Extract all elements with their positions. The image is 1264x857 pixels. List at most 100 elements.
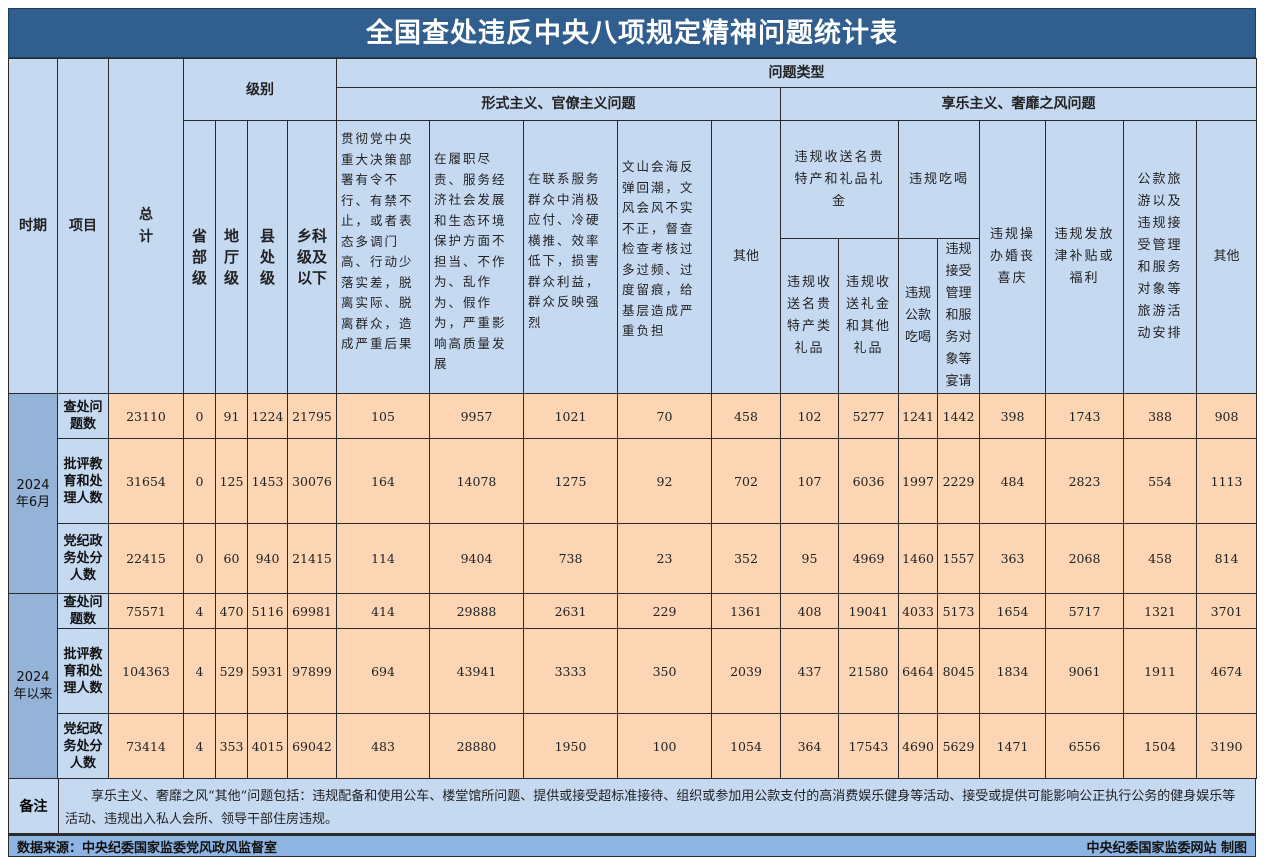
data-cell: 2631	[523, 593, 618, 629]
data-cell: 1021	[523, 393, 618, 439]
data-cell: 9061	[1045, 628, 1124, 714]
data-cell: 102	[780, 393, 839, 439]
data-cell: 1654	[979, 593, 1046, 629]
header-dining-public: 违规公款吃喝	[898, 238, 938, 394]
table-row: 2024年以来 查处问题数 75571 4 470 5116 69981 414 29888 26…	[8, 593, 1258, 779]
data-cell: 19041	[838, 593, 899, 629]
data-cell: 3333	[523, 628, 618, 714]
data-cell: 17543	[838, 713, 899, 779]
data-cell: 702	[711, 438, 781, 524]
data-cell: 104363	[108, 628, 184, 714]
header-gift-specialty: 违规收送名贵特产类礼品	[780, 238, 839, 394]
data-cell: 5277	[838, 393, 899, 439]
data-cell: 4969	[838, 523, 899, 594]
data-cell: 164	[336, 438, 430, 524]
data-cell: 529	[215, 628, 248, 714]
data-cell: 97899	[287, 628, 337, 714]
data-cell: 4	[183, 628, 216, 714]
data-cell: 6036	[838, 438, 899, 524]
header-hedonism-group: 享乐主义、奢靡之风问题	[779, 87, 1258, 121]
header-period: 时期	[8, 58, 58, 394]
data-cell: 1460	[898, 523, 938, 594]
data-cell: 0	[183, 523, 216, 594]
table-row: 批评教育和处理人数 104363 4 529 5931 97899 694 43941 3333…	[9, 628, 1258, 714]
data-cell: 14078	[429, 438, 524, 524]
data-cell: 814	[1195, 523, 1258, 594]
table-row: 批评教育和处理人数 31654 0 125 1453 30076 164 14078 1275 9…	[9, 438, 1258, 524]
data-cell: 9404	[429, 523, 524, 594]
data-cell: 5629	[937, 713, 980, 779]
data-cell: 1997	[898, 438, 938, 524]
data-cell: 69042	[287, 713, 337, 779]
data-cell: 6464	[898, 628, 938, 714]
notes-text: 享乐主义、奢靡之风“其他”问题包括：违规配备和使用公车、楼堂馆所问题、提供或接受…	[65, 789, 1236, 827]
data-cell: 5931	[247, 628, 288, 714]
header-dining-group: 违规吃喝	[898, 120, 980, 239]
data-cell: 105	[336, 393, 430, 439]
notes-label: 备注	[9, 779, 59, 833]
data-cell: 437	[780, 628, 839, 714]
data-cell: 23110	[108, 393, 184, 439]
header-level-prefecture: 地厅级	[215, 120, 248, 394]
data-cell: 28880	[429, 713, 524, 779]
data-cell: 29888	[429, 593, 524, 629]
data-cell: 43941	[429, 628, 524, 714]
data-cell: 100	[617, 713, 712, 779]
data-cell: 9957	[429, 393, 524, 439]
data-cell: 1743	[1045, 393, 1124, 439]
data-cell: 1471	[979, 713, 1046, 779]
data-cell: 458	[711, 393, 781, 439]
data-cell: 114	[336, 523, 430, 594]
data-cell: 1557	[937, 523, 980, 594]
header-formalism-other: 其他	[711, 120, 781, 394]
data-cell: 2229	[937, 438, 980, 524]
data-cell: 5116	[247, 593, 288, 629]
table-title: 全国查处违反中央八项规定精神问题统计表	[8, 8, 1256, 58]
row-item-label: 查处问题数	[57, 393, 109, 439]
header-gift-cash: 违规收送礼金和其他礼品	[838, 238, 899, 394]
data-cell: 363	[979, 523, 1046, 594]
data-cell: 8045	[937, 628, 980, 714]
data-cell: 21415	[287, 523, 337, 594]
data-cell: 353	[215, 713, 248, 779]
header-dining-banquet: 违规接受管理和服务对象等宴请	[937, 238, 980, 394]
header-formalism-col: 在履职尽责、服务经济社会发展和生态环境保护方面不担当、不作为、乱作为、假作为，严…	[429, 120, 524, 394]
data-cell: 554	[1123, 438, 1197, 524]
data-cell: 5717	[1045, 593, 1124, 629]
header-hedonism-other: 其他	[1195, 120, 1258, 394]
data-cell: 0	[183, 438, 216, 524]
data-cell: 3701	[1195, 593, 1258, 629]
data-cell: 70	[617, 393, 712, 439]
data-cell: 1361	[711, 593, 781, 629]
statistics-sheet: 全国查处违反中央八项规定精神问题统计表 时期 项目 总计 级别 问题类型 形式主…	[8, 8, 1258, 857]
data-cell: 0	[183, 393, 216, 439]
data-cell: 908	[1195, 393, 1258, 439]
table-row: 党纪政务处分人数 22415 0 60 940 21415 114 9404 738 23 352 9…	[9, 523, 1258, 594]
data-cell: 4	[183, 593, 216, 629]
data-cell: 4674	[1195, 628, 1258, 714]
data-cell: 3190	[1195, 713, 1258, 779]
data-cell: 1275	[523, 438, 618, 524]
data-cell: 21580	[838, 628, 899, 714]
header-formalism-col: 在联系服务群众中消极应付、冷硬横推、效率低下，损害群众利益，群众反映强烈	[523, 120, 618, 394]
data-cell: 69981	[287, 593, 337, 629]
data-cell: 1834	[979, 628, 1046, 714]
data-cell: 388	[1123, 393, 1197, 439]
header-level-provincial: 省部级	[183, 120, 216, 394]
data-cell: 414	[336, 593, 430, 629]
data-source: 数据来源：中央纪委国家监委党风政风监督室	[17, 840, 278, 856]
data-cell: 364	[780, 713, 839, 779]
data-cell: 1113	[1195, 438, 1258, 524]
data-cell: 5173	[937, 593, 980, 629]
header-level-county: 县处级	[247, 120, 288, 394]
data-cell: 1504	[1123, 713, 1197, 779]
period-label: 2024年6月	[8, 393, 58, 594]
data-cell: 31654	[108, 438, 184, 524]
period-label: 2024年以来	[8, 593, 58, 779]
data-cell: 4033	[898, 593, 938, 629]
table-row: 党纪政务处分人数 73414 4 353 4015 69042 483 28880 1950 10…	[9, 713, 1258, 779]
header-item: 项目	[57, 58, 109, 394]
header-formalism-col: 文山会海反弹回潮，文风会风不实不正，督查检查考核过多过频、过度留痕，给基层造成严…	[617, 120, 712, 394]
data-cell: 4015	[247, 713, 288, 779]
data-cell: 107	[780, 438, 839, 524]
